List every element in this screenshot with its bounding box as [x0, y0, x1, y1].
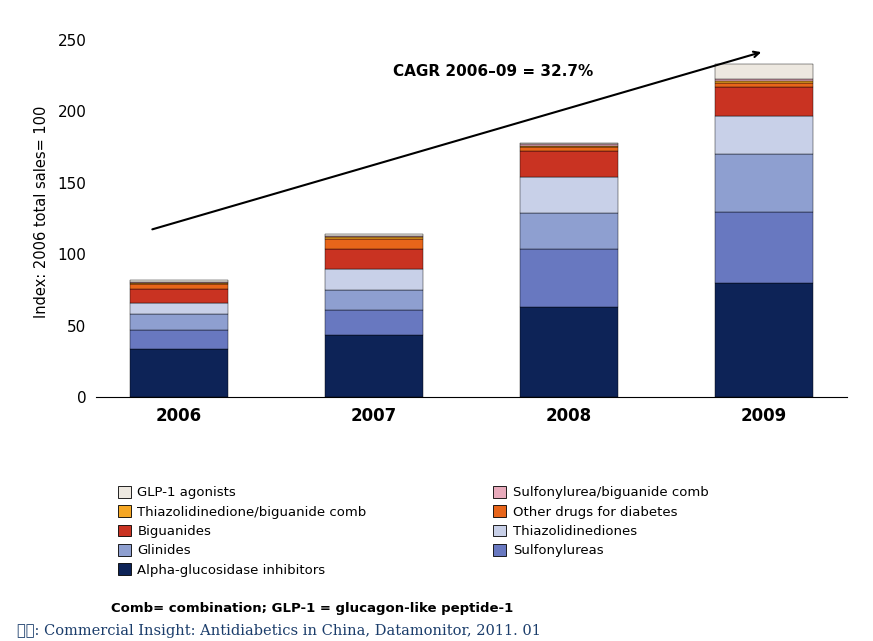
Bar — [715, 64, 813, 79]
Bar — [520, 151, 618, 177]
Bar — [715, 83, 813, 87]
Bar — [715, 81, 813, 83]
Bar — [520, 147, 618, 151]
Bar — [130, 330, 228, 349]
Bar — [715, 283, 813, 397]
Bar — [130, 285, 228, 288]
Text: Comb= combination; GLP-1 = glucagon-like peptide-1: Comb= combination; GLP-1 = glucagon-like… — [111, 602, 513, 615]
Bar — [520, 249, 618, 307]
Bar — [715, 87, 813, 116]
Bar — [325, 269, 423, 290]
Bar — [520, 144, 618, 146]
Bar — [715, 212, 813, 283]
Bar — [325, 290, 423, 310]
Bar — [520, 143, 618, 144]
Bar — [325, 335, 423, 397]
Bar — [325, 249, 423, 269]
Bar — [130, 349, 228, 397]
Y-axis label: Index: 2006 total sales= 100: Index: 2006 total sales= 100 — [34, 105, 49, 318]
Bar — [520, 213, 618, 249]
Bar — [325, 235, 423, 236]
Legend: Sulfonylurea/biguanide comb, Other drugs for diabetes, Thiazolidinediones, Sulfo: Sulfonylurea/biguanide comb, Other drugs… — [493, 486, 709, 557]
Text: CAGR 2006–09 = 32.7%: CAGR 2006–09 = 32.7% — [394, 64, 594, 79]
Text: 자료: Commercial Insight: Antidiabetics in China, Datamonitor, 2011. 01: 자료: Commercial Insight: Antidiabetics in… — [17, 624, 541, 638]
Bar — [325, 236, 423, 237]
Bar — [130, 281, 228, 283]
Bar — [130, 280, 228, 281]
Bar — [715, 116, 813, 154]
Bar — [130, 288, 228, 303]
Bar — [715, 79, 813, 81]
Bar — [715, 154, 813, 212]
Bar — [130, 303, 228, 315]
Bar — [520, 307, 618, 397]
Bar — [325, 310, 423, 335]
Bar — [520, 146, 618, 147]
Bar — [130, 283, 228, 285]
Bar — [520, 177, 618, 213]
Bar — [130, 315, 228, 330]
Bar — [325, 237, 423, 238]
Bar — [325, 238, 423, 249]
